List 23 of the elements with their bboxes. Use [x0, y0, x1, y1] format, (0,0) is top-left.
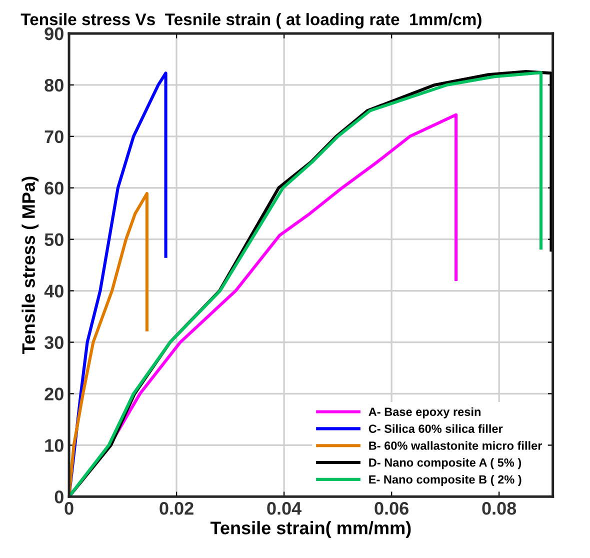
x-tick-label: 0 — [64, 502, 74, 515]
y-tick-label: 0 — [54, 490, 64, 504]
y-tick-label: 80 — [44, 78, 64, 92]
y-tick-label: 10 — [45, 439, 64, 452]
x-tick-label: 0.02 — [160, 502, 194, 515]
y-axis-title: Tensile stress ( MPa) — [22, 176, 39, 354]
chart-title: Tensile stress Vs Tesnile strain ( at loading rate 1mm/cm) — [20, 13, 482, 29]
x-tick-label: 0.06 — [374, 502, 408, 515]
legend-label: B- 60% wallastonite micro filler — [369, 441, 542, 450]
legend-label: E- Nano composite B ( 2% ) — [369, 474, 522, 486]
y-tick-label: 50 — [44, 233, 64, 246]
y-tick-label: 30 — [44, 336, 64, 349]
y-tick-label: 20 — [44, 388, 64, 400]
legend-label: D- Nano composite A ( 5% ) — [369, 458, 522, 470]
x-axis-title: Tensile strain( mm/mm) — [210, 521, 411, 538]
y-tick-label: 60 — [44, 182, 64, 195]
x-tick-label: 0.08 — [482, 502, 516, 515]
x-tick-label: 0.04 — [267, 502, 302, 515]
legend-label: C- Silica 60% silica filler — [368, 424, 503, 433]
y-tick-label: 40 — [44, 284, 64, 298]
y-tick-label: 70 — [44, 130, 64, 144]
y-tick-label: 90 — [44, 27, 64, 40]
legend-label: A- Base epoxy resin — [368, 407, 480, 418]
